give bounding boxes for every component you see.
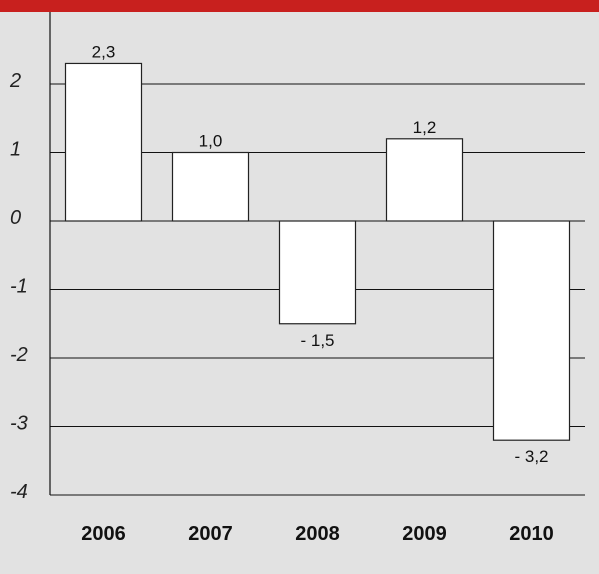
- bar-2008: [278, 220, 357, 325]
- y-tick-label: -2: [10, 344, 28, 366]
- data-label-2006: 2,3: [92, 42, 116, 61]
- y-tick-labels: 2 1 0 -1 -2 -3 -4: [9, 70, 28, 503]
- data-label-2010: - 3,2: [514, 447, 548, 466]
- bar-2007: [171, 151, 250, 222]
- bar-2010: [492, 220, 571, 441]
- data-label-2009: 1,2: [413, 118, 437, 137]
- y-tick-label: 1: [10, 139, 21, 161]
- bar-2006: [64, 62, 143, 222]
- y-tick-label: -3: [10, 413, 28, 435]
- x-tick-label-2009: 2009: [402, 523, 447, 545]
- y-tick-label: -1: [10, 276, 28, 298]
- x-tick-label-2010: 2010: [509, 523, 554, 545]
- y-tick-label: 2: [9, 70, 21, 92]
- bar-2009: [385, 138, 464, 222]
- x-tick-label-2008: 2008: [295, 523, 340, 545]
- y-tick-label: 0: [10, 207, 21, 229]
- top-accent-bar: [0, 0, 599, 12]
- y-tick-label: -4: [10, 481, 28, 503]
- x-tick-labels: 2006 2007 2008 2009 2010: [81, 523, 554, 545]
- bars: [64, 62, 571, 441]
- x-tick-label-2006: 2006: [81, 523, 126, 545]
- data-label-2008: - 1,5: [300, 331, 334, 350]
- x-tick-label-2007: 2007: [188, 523, 233, 545]
- data-label-2007: 1,0: [199, 132, 223, 151]
- data-labels: 2,3 1,0 - 1,5 1,2 - 3,2: [92, 42, 549, 466]
